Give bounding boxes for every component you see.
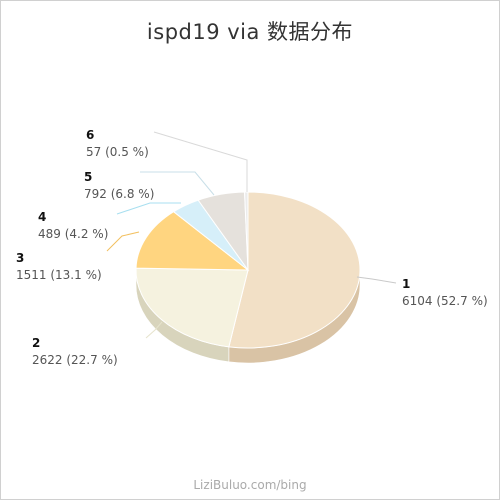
slice-label-value-1: 6104 (52.7 %) [402,294,488,308]
leader-line-4 [116,202,181,215]
pie-slice-3[interactable] [135,211,250,271]
pie-slice-1[interactable] [228,191,361,349]
slice-label-value-5: 792 (6.8 %) [84,187,154,201]
slice-label-value-2: 2622 (22.7 %) [32,353,118,367]
slice-label-name-3: 3 [16,251,24,265]
leader-line-2 [145,321,163,339]
watermark: LiziBuluo.com/bing [193,478,307,492]
leader-line-5 [140,171,215,196]
leader-line-1 [356,276,397,284]
leader-line-3 [106,231,140,252]
slice-label-name-4: 4 [38,210,46,224]
pie-slice-tops [135,191,361,349]
slice-label-name-5: 5 [84,170,92,184]
leader-line-6 [153,131,248,192]
slice-label-name-2: 2 [32,336,40,350]
pie-slice-6[interactable] [244,191,249,271]
slice-label-value-4: 489 (4.2 %) [38,227,108,241]
chart-title: ispd19 via 数据分布 [146,20,354,44]
slice-label-value-3: 1511 (13.1 %) [16,268,102,282]
leader-lines [106,131,397,339]
pie-slice-2[interactable] [135,267,249,348]
slice-label-value-6: 57 (0.5 %) [86,145,149,159]
slice-labels: 1 6104 (52.7 %) 2 2622 (22.7 %) 3 1511 (13.1 … [16,128,488,367]
slice-label-name-1: 1 [402,277,410,291]
slice-label-name-6: 6 [86,128,94,142]
